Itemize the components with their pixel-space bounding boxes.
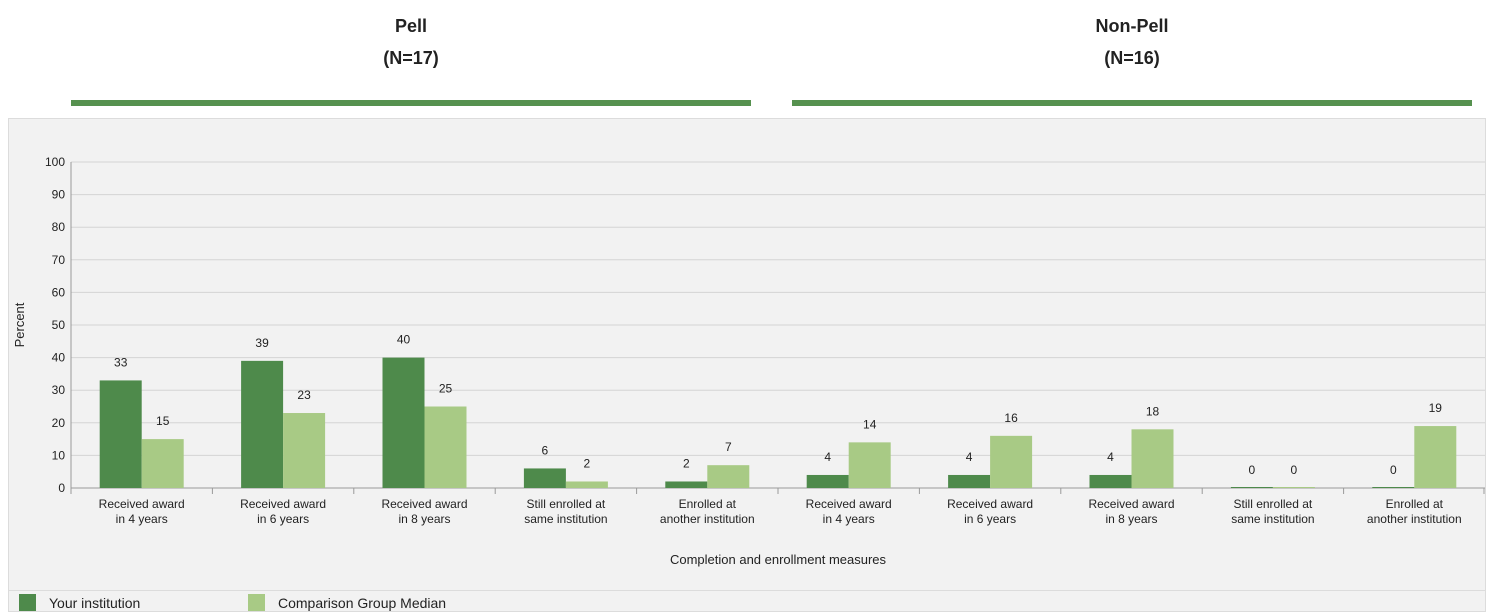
group-header-pell: Pell (N=17) [71,10,751,106]
data-label: 7 [725,440,732,454]
data-label: 0 [1390,463,1397,477]
legend-item-comparison: Comparison Group Median [248,594,446,611]
y-tick-label: 100 [45,155,65,169]
data-label: 2 [683,456,690,470]
legend-label: Your institution [49,594,141,611]
y-tick-label: 50 [52,318,66,332]
data-label: 6 [542,443,549,457]
x-tick-label: Received award [947,497,1033,511]
x-tick-label: Still enrolled at [1234,497,1313,511]
x-tick-label: in 4 years [823,512,875,526]
data-label: 14 [863,417,877,431]
data-label: 39 [255,336,269,350]
legend-label: Comparison Group Median [278,594,447,611]
legend: Your institution Comparison Group Median [8,590,1486,612]
data-label: 16 [1004,411,1018,425]
bar-your-institution [1372,487,1415,488]
y-tick-label: 60 [52,285,66,299]
legend-item-your-institution: Your institution [19,594,140,611]
x-tick-label: in 6 years [257,512,309,526]
legend-swatch-comparison [248,594,265,611]
bar-your-institution [523,468,566,488]
bar-your-institution [382,357,425,488]
x-tick-label: Received award [806,497,892,511]
x-tick-label: in 8 years [1105,512,1157,526]
x-tick-label: another institution [660,512,755,526]
data-label: 4 [824,450,831,464]
bar-comparison-median [1272,487,1315,488]
data-label: 4 [966,450,973,464]
data-label: 2 [584,456,591,470]
bar-comparison-median [990,435,1033,488]
bar-your-institution [665,481,708,488]
bar-comparison-median [565,481,608,488]
bar-comparison-median [1414,426,1457,488]
x-tick-label: Enrolled at [1386,497,1444,511]
x-tick-label: Received award [99,497,185,511]
y-tick-label: 20 [52,416,66,430]
x-tick-label: in 8 years [398,512,450,526]
x-tick-label: same institution [1231,512,1314,526]
y-tick-label: 0 [58,481,65,495]
bar-comparison-median [1131,429,1174,488]
x-tick-label: Received award [381,497,467,511]
data-label: 0 [1291,463,1298,477]
y-tick-label: 30 [52,383,66,397]
data-label: 33 [114,355,128,369]
data-label: 19 [1429,401,1443,415]
bar-your-institution [1230,487,1273,488]
y-tick-label: 70 [52,253,66,267]
x-tick-label: in 6 years [964,512,1016,526]
y-tick-label: 40 [52,351,66,365]
group-title: Non-Pell [1095,16,1169,36]
bar-comparison-median [283,413,326,488]
group-rule [71,100,751,106]
legend-swatch-primary [19,594,36,611]
x-tick-label: Received award [240,497,326,511]
x-tick-label: another institution [1367,512,1462,526]
y-axis-title: Percent [12,302,27,347]
x-tick-label: Enrolled at [679,497,737,511]
x-tick-label: same institution [524,512,607,526]
group-rule [792,100,1472,106]
bar-your-institution [241,360,284,488]
group-header-non-pell: Non-Pell (N=16) [792,10,1472,106]
data-label: 18 [1146,404,1160,418]
data-label: 15 [156,414,170,428]
chart-panel: 0 10 20 30 40 50 60 70 80 90 100 33 15 Received award… [8,118,1486,612]
x-tick-label: in 4 years [116,512,168,526]
data-label: 4 [1107,450,1114,464]
bar-comparison-median [848,442,891,488]
y-tick-label: 10 [52,448,66,462]
bar-your-institution [99,380,142,488]
x-tick-label: Received award [1088,497,1174,511]
data-label: 40 [397,333,411,347]
x-axis-title: Completion and enrollment measures [670,552,887,567]
bar-your-institution [806,474,849,488]
bar-your-institution [1089,474,1132,488]
bar-comparison-median [707,465,750,488]
x-tick-label: Still enrolled at [527,497,606,511]
group-count: (N=17) [383,48,439,68]
y-tick-label: 80 [52,220,66,234]
data-label: 25 [439,382,453,396]
bar-comparison-median [141,439,184,488]
y-tick-label: 90 [52,188,66,202]
data-label: 23 [297,388,311,402]
group-count: (N=16) [1104,48,1160,68]
bar-your-institution [948,474,991,488]
bar-comparison-median [424,406,467,488]
data-label: 0 [1249,463,1256,477]
group-title: Pell [394,16,428,36]
